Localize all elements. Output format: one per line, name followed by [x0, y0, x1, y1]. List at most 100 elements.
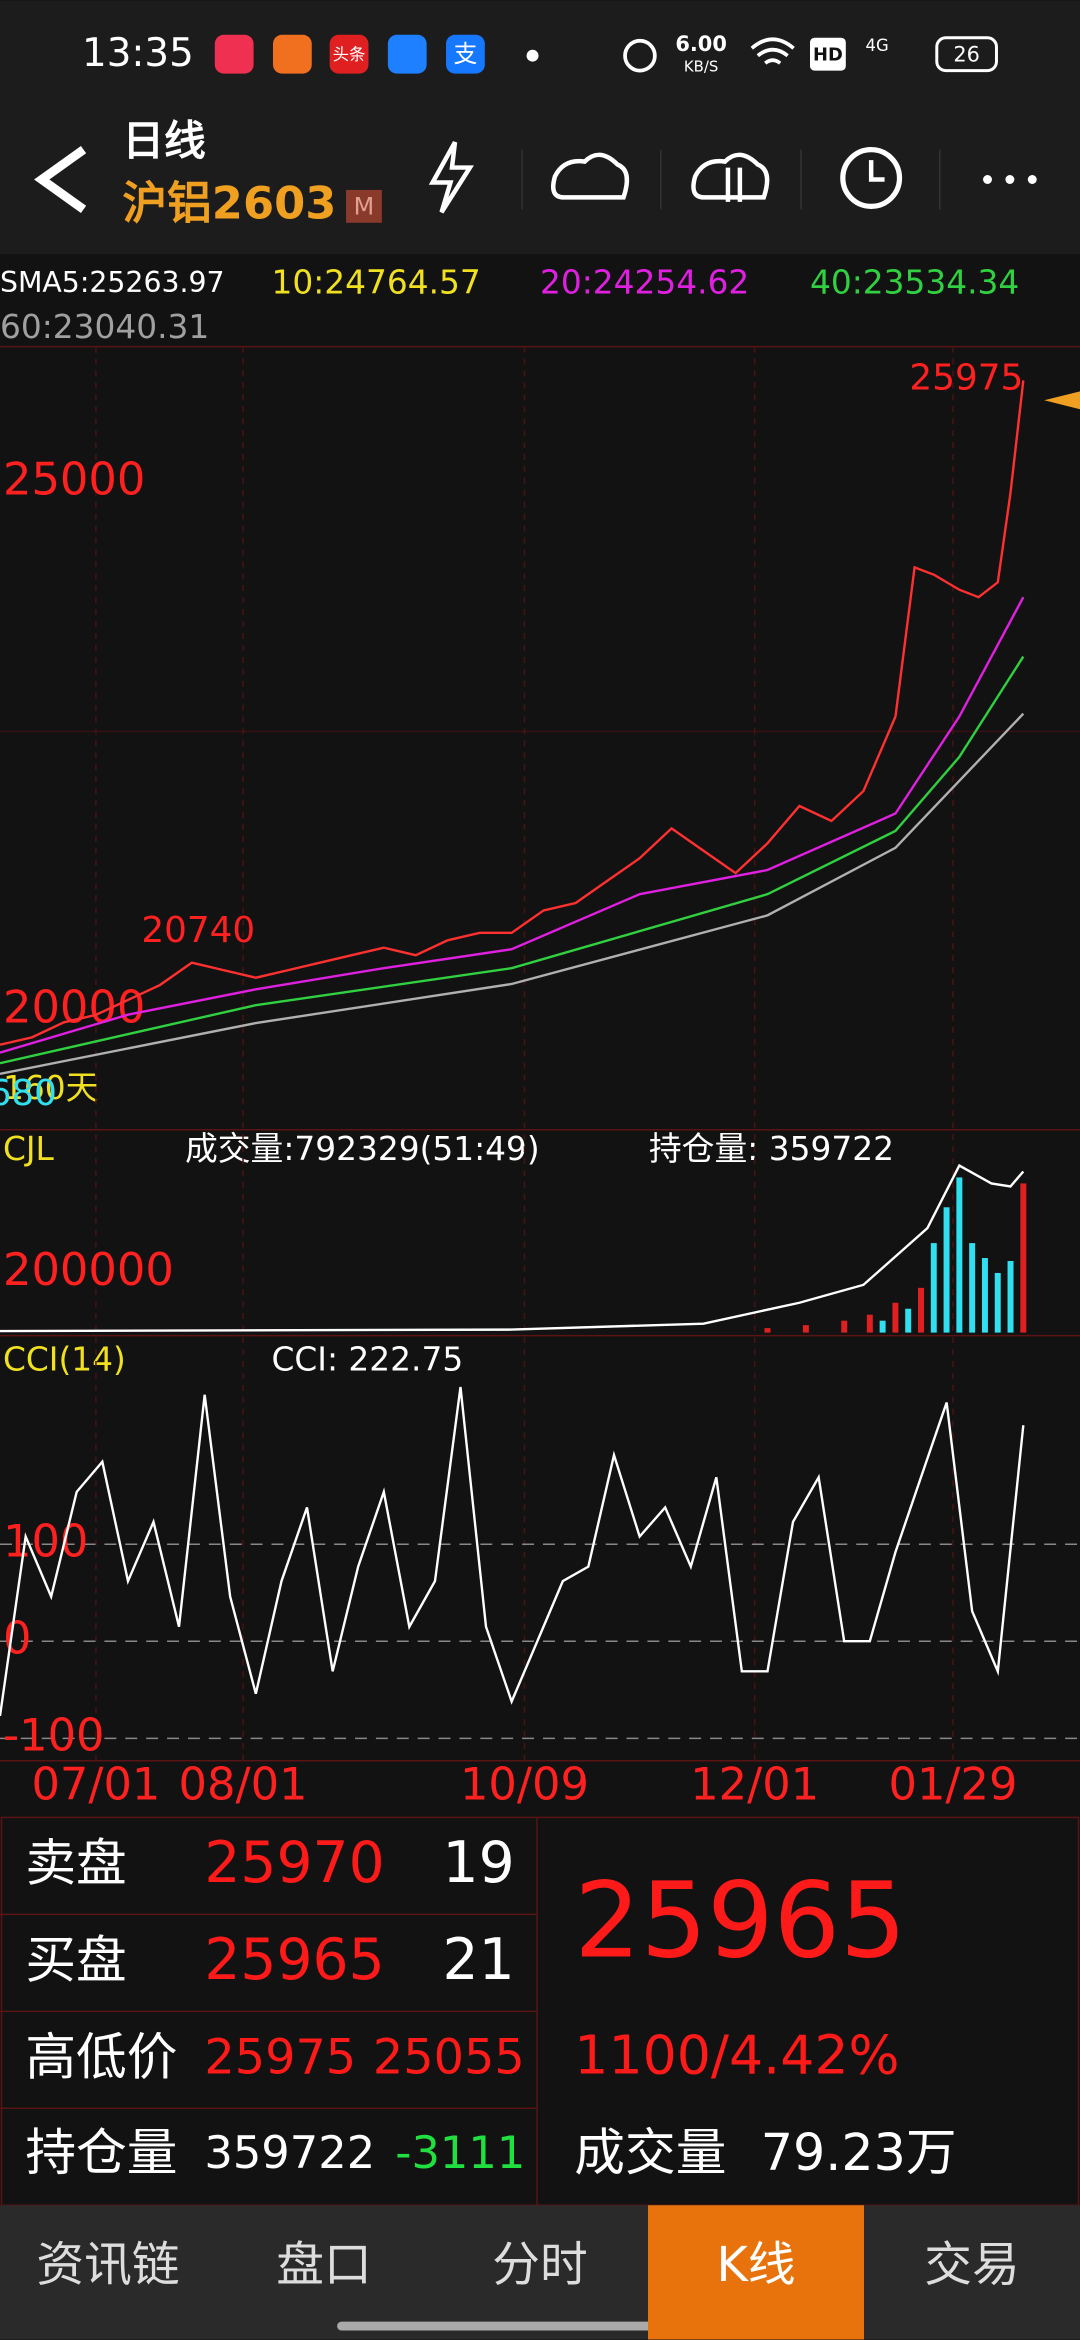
- quote-label: 持仓量: [25, 2123, 177, 2182]
- open-interest-label: 持仓量: 359722: [649, 1130, 894, 1168]
- tab[interactable]: 资讯链: [36, 2238, 179, 2293]
- home-indicator: [337, 2321, 743, 2331]
- notification-dot: [526, 49, 539, 62]
- signal-label: 4G: [866, 36, 889, 55]
- quote-high: 25975: [204, 2031, 356, 2086]
- quote-price: 25965: [204, 1927, 384, 1993]
- volume-bar: [802, 1325, 809, 1333]
- series-line: [0, 712, 1025, 1075]
- quote-price: 25970: [204, 1830, 384, 1896]
- volume-bar: [905, 1308, 912, 1333]
- clock: 13:35: [82, 31, 194, 76]
- quote-label: 买盘: [25, 1931, 126, 1990]
- volume-label: 成交量:792329(51:49): [185, 1130, 540, 1168]
- alarm-icon: [623, 38, 657, 73]
- volume-bar: [764, 1328, 771, 1333]
- y-tick-label: 20000: [3, 980, 145, 1033]
- app-icon: [387, 34, 427, 74]
- volume-bar: [956, 1177, 963, 1333]
- app-icon-label: 头条: [333, 45, 366, 64]
- x-tick-label: 12/01: [690, 1758, 819, 1811]
- y-tick-label: 200000: [3, 1243, 174, 1296]
- series-line: [0, 655, 1025, 1065]
- app-icon: [272, 34, 312, 74]
- quote-open-interest: 359722: [204, 2126, 375, 2179]
- app-icon: [446, 34, 485, 74]
- tab[interactable]: K线: [716, 2238, 795, 2293]
- tab[interactable]: 交易: [924, 2238, 1019, 2293]
- ma-legend-item: 10:24764.57: [271, 263, 480, 301]
- y-tick-label: -100: [3, 1708, 105, 1761]
- volume-title: CJL: [3, 1130, 55, 1168]
- x-tick-label: 01/29: [888, 1758, 1017, 1811]
- period-title: 日线: [122, 116, 205, 165]
- quote-size: 21: [443, 1927, 515, 1993]
- cloud-updown-button[interactable]: [691, 152, 770, 202]
- net-speed: 6.00: [675, 32, 727, 56]
- battery-icon: [935, 36, 998, 73]
- volume-bar: [879, 1320, 886, 1333]
- cloud-sync-button[interactable]: [551, 152, 630, 200]
- ma-legend-item: 60:23040.31: [0, 308, 209, 346]
- series-line: [0, 1386, 1025, 1717]
- app-icon-label: 支: [453, 40, 477, 68]
- quote-label: 卖盘: [25, 1834, 126, 1893]
- clock-hands: [868, 160, 885, 182]
- tab[interactable]: 分时: [492, 2238, 587, 2293]
- history-button[interactable]: [840, 147, 903, 209]
- volume-bar: [943, 1207, 950, 1333]
- quote-oi-change: -3111: [395, 2126, 525, 2179]
- volume-bar: [918, 1287, 924, 1333]
- back-button[interactable]: [34, 146, 87, 213]
- x-tick-label: 08/01: [179, 1758, 308, 1811]
- price-annotation: 25975: [909, 357, 1023, 398]
- y-tick-label: 0: [3, 1611, 31, 1664]
- quote-grid: [0, 1816, 1080, 2206]
- badge: M: [354, 192, 375, 220]
- ma-legend-item: 40:23534.34: [810, 263, 1019, 301]
- x-tick-label: 10/09: [460, 1758, 589, 1811]
- hd-icon: [810, 37, 846, 71]
- period-label: 160天: [3, 1069, 98, 1107]
- cci-title: CCI(14): [3, 1340, 126, 1378]
- ma-legend-item: 20:24254.62: [540, 263, 749, 301]
- volume-bar: [841, 1320, 848, 1333]
- ma-legend-item: SMA5:25263.97: [0, 266, 225, 299]
- volume-value: 79.23万: [761, 2123, 957, 2182]
- price-change: 1100/4.42%: [574, 2024, 899, 2087]
- x-tick-label: 07/01: [31, 1758, 160, 1811]
- volume-bar: [994, 1272, 1001, 1333]
- series-line: [0, 380, 1025, 1046]
- header-bg: [0, 0, 1080, 255]
- tab-bar: [0, 2205, 1080, 2340]
- quote-low: 25055: [373, 2031, 525, 2086]
- lightning-button[interactable]: [428, 141, 474, 214]
- net-unit: KB/S: [684, 58, 719, 76]
- tab-active-bg: [648, 2205, 864, 2340]
- last-price: 25965: [574, 1860, 906, 1982]
- app-icon: [214, 34, 254, 74]
- battery-level: 26: [953, 43, 980, 67]
- volume-caption: 成交量: [574, 2123, 726, 2182]
- volume-bar: [1007, 1260, 1014, 1333]
- series-line: [0, 1163, 1025, 1333]
- volume-bar: [930, 1243, 937, 1333]
- y-tick-label: 100: [3, 1514, 88, 1567]
- volume-bar: [969, 1243, 976, 1333]
- series-line: [0, 596, 1025, 1054]
- volume-bar: [866, 1314, 873, 1333]
- volume-bar: [981, 1258, 988, 1333]
- quote-label: 高低价: [25, 2028, 177, 2087]
- volume-bar: [892, 1302, 899, 1333]
- more-button[interactable]: [983, 175, 1037, 184]
- wifi-icon: [750, 37, 795, 65]
- cci-label: CCI: 222.75: [271, 1340, 463, 1378]
- hd-label: HD: [813, 45, 843, 66]
- price-annotation: 19680: [0, 1073, 57, 1114]
- volume-bar: [1020, 1183, 1027, 1333]
- last-price-arrow: [1044, 391, 1080, 410]
- tab[interactable]: 盘口: [276, 2238, 371, 2293]
- y-tick-label: 25000: [3, 452, 145, 505]
